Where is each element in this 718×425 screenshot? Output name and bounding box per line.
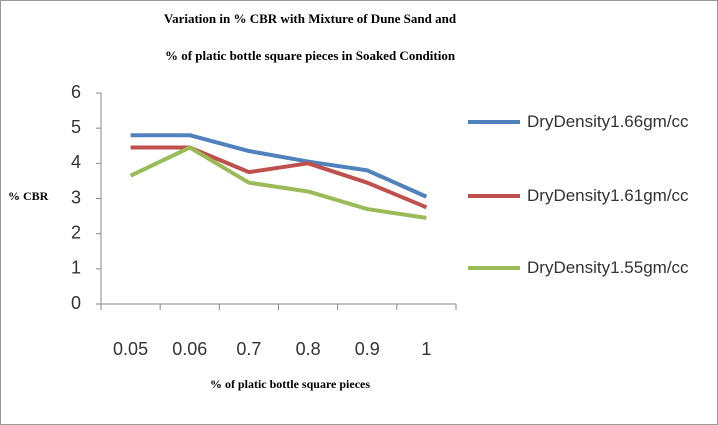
legend-label: DryDensity1.55gm/cc <box>527 258 689 277</box>
x-axis-label: % of platic bottle square pieces <box>210 377 370 391</box>
series-line <box>130 145 428 210</box>
series-line <box>130 133 428 199</box>
legend-label: DryDensity1.66gm/cc <box>527 112 689 131</box>
y-tick-label: 5 <box>71 117 81 137</box>
series-line <box>129 145 427 220</box>
y-axis-label: % CBR <box>8 189 49 203</box>
x-tick-label: 0.9 <box>355 339 380 359</box>
x-tick-label: 0.8 <box>296 339 321 359</box>
y-tick-label: 3 <box>71 187 81 207</box>
chart-title: % of platic bottle square pieces in Soak… <box>165 48 456 63</box>
y-tick-label: 4 <box>71 152 81 172</box>
legend-label: DryDensity1.61gm/cc <box>527 186 689 205</box>
y-tick-label: 0 <box>71 293 81 313</box>
y-tick-label: 2 <box>71 222 81 242</box>
x-tick-label: 0.7 <box>236 339 261 359</box>
x-tick-label: 0.06 <box>172 339 207 359</box>
y-tick-label: 1 <box>71 258 81 278</box>
chart-title: Variation in % CBR with Mixture of Dune … <box>164 11 457 26</box>
x-tick-label: 0.05 <box>113 339 148 359</box>
y-tick-label: 6 <box>71 82 81 102</box>
x-tick-label: 1 <box>421 339 431 359</box>
